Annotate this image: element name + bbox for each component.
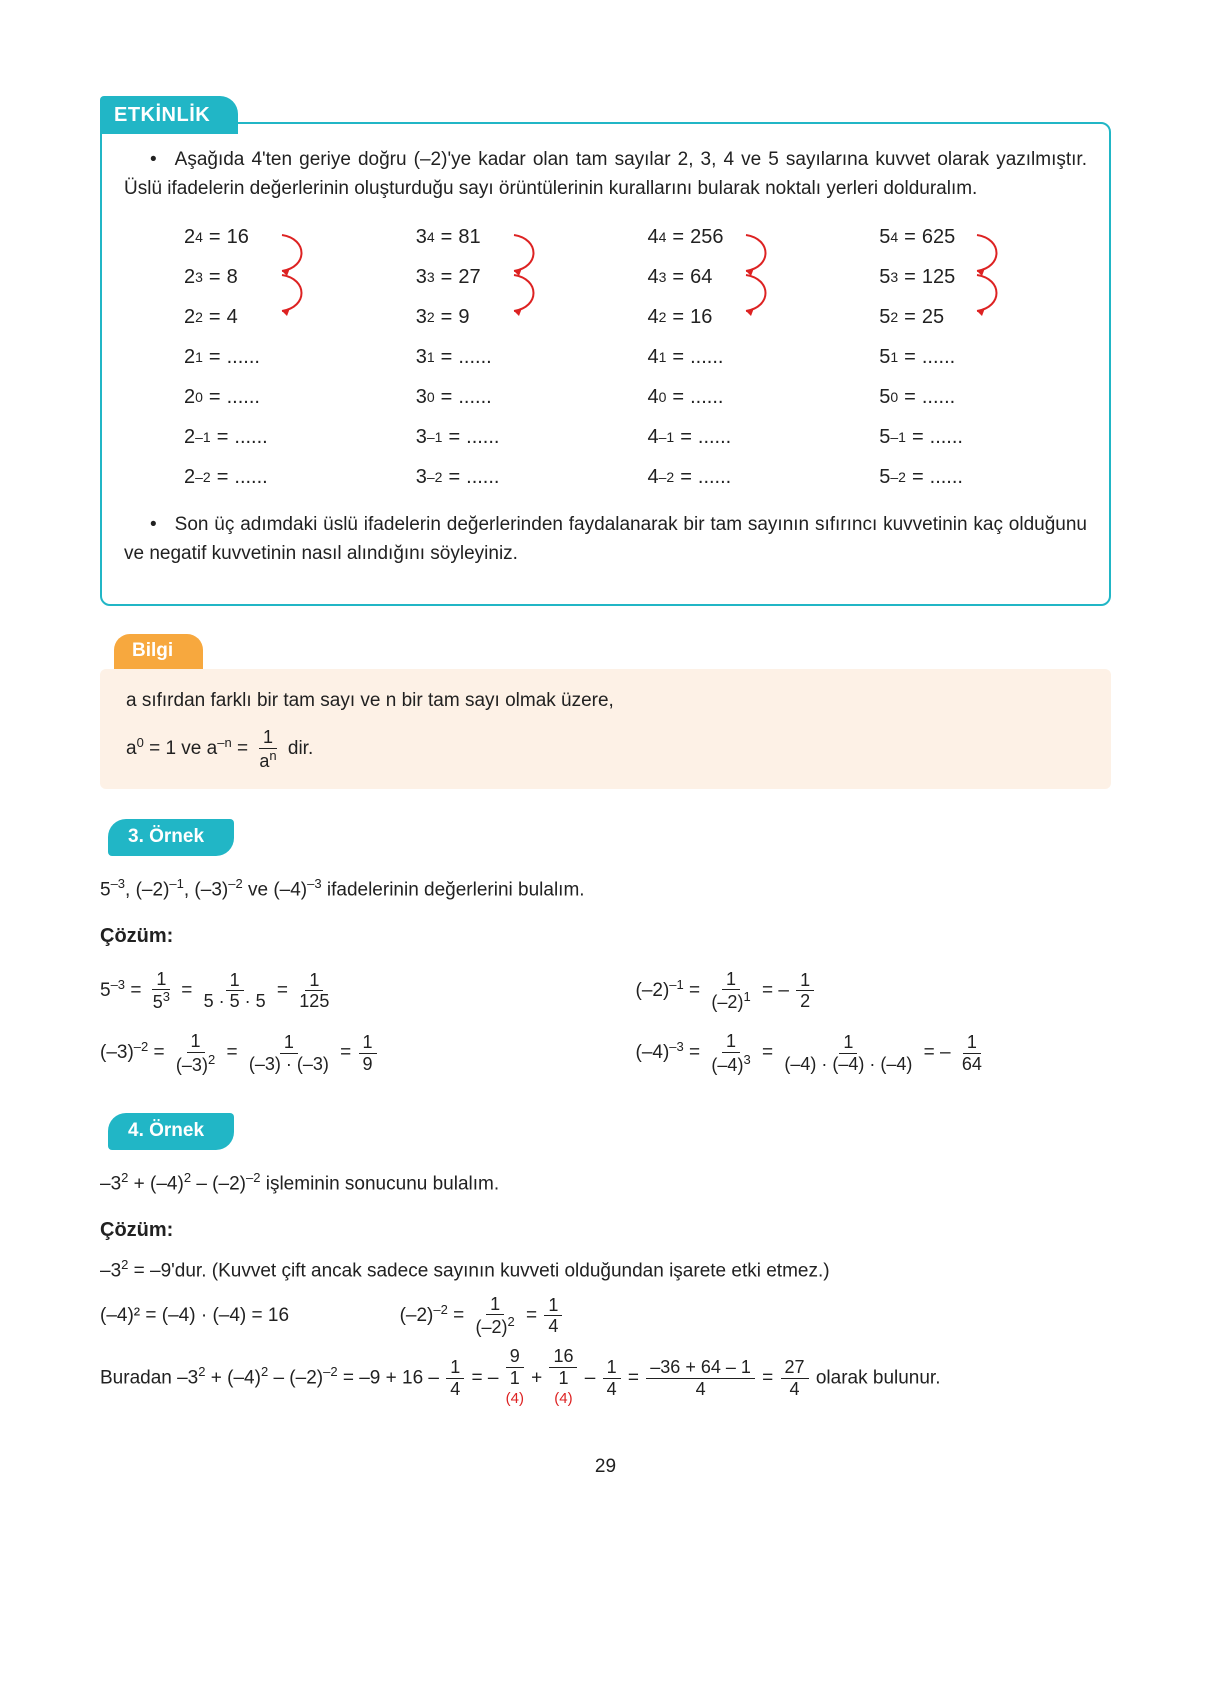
power-row: 5–2=......: [879, 457, 1077, 497]
power-row: 41=......: [648, 337, 846, 377]
power-row: 43=64: [648, 257, 846, 297]
info-frac-num: 1: [259, 727, 277, 749]
info-mid1: = 1 ve a: [144, 738, 217, 759]
power-row: 50=......: [879, 377, 1077, 417]
activity-p2-text: Son üç adımdaki üslü ifadelerin değerler…: [124, 514, 1087, 564]
info-mid2: =: [232, 738, 254, 759]
power-row: 31=......: [416, 337, 614, 377]
activity-tab: ETKİNLİK: [100, 96, 238, 134]
example-4-prompt: –32 + (–4)2 – (–2)–2 işleminin sonucunu …: [100, 1168, 1111, 1199]
info-exp0: 0: [137, 735, 144, 750]
info-a1: a: [126, 738, 137, 759]
example-3-cozum: Çözüm:: [100, 921, 1111, 951]
info-frac-den: an: [255, 749, 280, 772]
example-4-final: Buradan –32 + (–4)2 – (–2)–2 = –9 + 16 –…: [100, 1346, 1111, 1411]
example-3-solutions: 5–3 = 153 = 15 · 5 · 5 = 1125 (–3)–2 = 1…: [100, 961, 1111, 1084]
power-row: 32=9: [416, 297, 614, 337]
activity-box: ETKİNLİK Aşağıda 4'ten geriye doğru (–2)…: [100, 122, 1111, 606]
power-row: 33=27: [416, 257, 614, 297]
power-row: 5–1=......: [879, 417, 1077, 457]
info-den-exp: n: [269, 748, 276, 763]
activity-p2: Son üç adımdaki üslü ifadelerin değerler…: [124, 511, 1087, 568]
example-4-line2: (–4)² = (–4) · (–4) = 16 (–2)–2 = 1(–2)2…: [100, 1294, 1111, 1338]
info-box: a sıfırdan farklı bir tam sayı ve n bir …: [100, 669, 1111, 790]
ex4-suffix: olarak bulunur.: [816, 1367, 941, 1388]
power-row: 44=256: [648, 217, 846, 257]
info-suffix: dir.: [283, 738, 314, 759]
power-row: 34=81: [416, 217, 614, 257]
info-section: Bilgi a sıfırdan farklı bir tam sayı ve …: [100, 634, 1111, 789]
example-3-prompt: 5–3, (–2)–1, (–3)–2 ve (–4)–3 ifadelerin…: [100, 874, 1111, 905]
power-row: 4–2=......: [648, 457, 846, 497]
power-row: 30=......: [416, 377, 614, 417]
power-row: 22=4: [184, 297, 382, 337]
ex4-l2a: (–4)² = (–4) · (–4) = 16: [100, 1305, 289, 1326]
power-column: 54=62553=12552=2551=......50=......5–1=.…: [879, 217, 1077, 497]
power-row: 20=......: [184, 377, 382, 417]
power-row: 40=......: [648, 377, 846, 417]
power-row: 54=625: [879, 217, 1077, 257]
power-row: 42=16: [648, 297, 846, 337]
power-column: 24=1623=822=421=......20=......2–1=.....…: [184, 217, 382, 497]
power-row: 53=125: [879, 257, 1077, 297]
power-row: 3–2=......: [416, 457, 614, 497]
red-note-1: (4): [506, 1388, 524, 1411]
sol-5-neg3: 5–3 = 153 = 15 · 5 · 5 = 1125: [100, 969, 576, 1013]
info-tab: Bilgi: [114, 634, 203, 669]
power-row: 4–1=......: [648, 417, 846, 457]
info-expneg: –n: [217, 735, 231, 750]
info-formula: a0 = 1 ve a–n = 1an dir.: [126, 727, 1085, 771]
power-row: 3–1=......: [416, 417, 614, 457]
red-note-2: (4): [554, 1388, 572, 1411]
page-number: 29: [100, 1453, 1111, 1482]
activity-p1: Aşağıda 4'ten geriye doğru (–2)'ye kadar…: [124, 146, 1087, 203]
example-4-cozum: Çözüm:: [100, 1215, 1111, 1245]
power-row: 24=16: [184, 217, 382, 257]
power-row: 23=8: [184, 257, 382, 297]
power-row: 52=25: [879, 297, 1077, 337]
info-frac: 1an: [255, 727, 280, 771]
info-line1: a sıfırdan farklı bir tam sayı ve n bir …: [126, 687, 1085, 716]
sol-neg4-neg3: (–4)–3 = 1(–4)3 = 1(–4) · (–4) · (–4) = …: [636, 1031, 1112, 1075]
power-row: 2–2=......: [184, 457, 382, 497]
sol-neg3-neg2: (–3)–2 = 1(–3)2 = 1(–3) · (–3) = 19: [100, 1031, 576, 1075]
power-row: 2–1=......: [184, 417, 382, 457]
power-row: 21=......: [184, 337, 382, 377]
power-grid: 24=1623=822=421=......20=......2–1=.....…: [184, 217, 1077, 497]
example-3-tab: 3. Örnek: [108, 819, 234, 856]
sol-neg2-neg1: (–2)–1 = 1(–2)1 = – 12: [636, 969, 1112, 1013]
power-row: 51=......: [879, 337, 1077, 377]
example-4-tab: 4. Örnek: [108, 1113, 234, 1150]
power-column: 34=8133=2732=931=......30=......3–1=....…: [416, 217, 614, 497]
power-column: 44=25643=6442=1641=......40=......4–1=..…: [648, 217, 846, 497]
info-den-base: a: [259, 751, 269, 771]
example-4-line1: –32 = –9'dur. (Kuvvet çift ancak sadece …: [100, 1255, 1111, 1286]
activity-p1-text: Aşağıda 4'ten geriye doğru (–2)'ye kadar…: [124, 149, 1087, 199]
